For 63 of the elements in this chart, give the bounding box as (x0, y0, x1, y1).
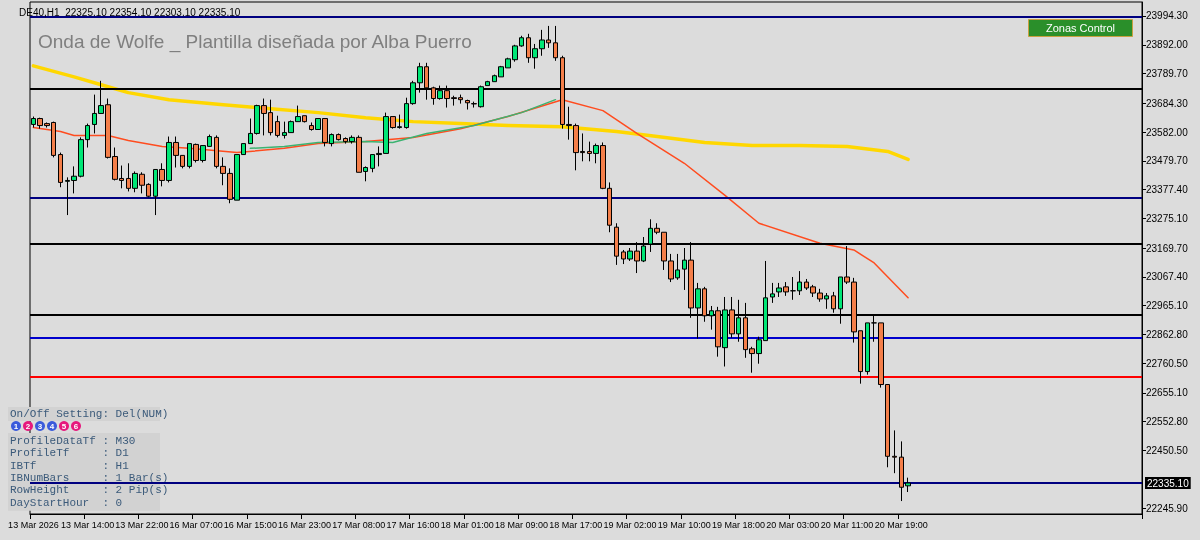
x-tick-label: 17 Mar 08:00 (332, 519, 386, 530)
candlestick (865, 322, 870, 376)
annotation: On/Off Setting: Del(NUM) (10, 408, 169, 420)
candlestick (553, 25, 558, 62)
y-tick-label: 22862.80 (1146, 328, 1189, 340)
y-tick-label: 22965.10 (1146, 300, 1189, 312)
candlestick (465, 99, 470, 111)
x-tick-label: 13 Mar 22:00 (115, 519, 169, 530)
y-tick-label: 23994.30 (1146, 10, 1189, 22)
line-series (249, 98, 557, 150)
y-tick-label: 23892.00 (1146, 39, 1189, 51)
y-tick-label: 23684.30 (1146, 97, 1189, 109)
candlestick (485, 80, 490, 87)
ref-line-label: 22335.10 (1147, 477, 1190, 489)
annotation: 2 (25, 422, 31, 431)
line-series (31, 64, 910, 162)
x-tick-label: 16 Mar 07:00 (169, 519, 223, 530)
y-tick-label: 22655.10 (1146, 387, 1189, 399)
candlestick (892, 429, 897, 474)
annotation: DayStartHour : 0 (10, 496, 123, 509)
y-tick-label: 23067.40 (1146, 271, 1189, 283)
x-tick-label: 20 Mar 03:00 (766, 519, 820, 530)
x-tick-label: 18 Mar 17:00 (549, 519, 603, 530)
annotation: 4 (49, 422, 55, 431)
x-tick-label: 16 Mar 23:00 (278, 519, 332, 530)
x-tick-label: 20 Mar 19:00 (874, 519, 928, 530)
y-tick-label: 23582.00 (1146, 126, 1189, 138)
text: Onda de Wolfe _ Plantilla diseñada por Alba Puerro (38, 31, 472, 53)
annotation: 3 (37, 422, 43, 431)
y-tick-label: 23789.70 (1146, 68, 1189, 80)
annotation: ProfileDataTf : M30 (10, 435, 136, 447)
x-tick-label: 18 Mar 01:00 (440, 519, 494, 530)
y-tick-label: 23275.10 (1146, 212, 1189, 224)
annotation: IBNumBars : 1 Bar(s) (10, 471, 169, 484)
x-tick-label: 19 Mar 18:00 (712, 519, 766, 530)
text: 1 (13, 422, 19, 431)
y-tick-label: 22450.50 (1146, 445, 1189, 457)
candlestick (275, 115, 280, 138)
candlestick (58, 152, 63, 188)
chart-title: DE40,H1 22325.10 22354.10 22303.10 22335.10 (19, 6, 241, 18)
y-tick-label: 23169.70 (1146, 242, 1189, 254)
candlestick (770, 282, 775, 304)
x-tick-label: 19 Mar 02:00 (603, 519, 657, 530)
y-tick-label: 22245.90 (1146, 502, 1189, 514)
annotation: 6 (73, 422, 79, 431)
annotation: IBTf : H1 (10, 459, 130, 472)
x-tick-label: 13 Mar 14:00 (61, 519, 115, 530)
x-tick-label: 13 Mar 2026 (8, 519, 59, 530)
x-tick-label: 18 Mar 09:00 (495, 519, 549, 530)
line-series (32, 98, 909, 299)
y-tick-label: 22760.50 (1146, 357, 1189, 369)
annotation: 5 (61, 422, 67, 431)
y-tick-label: 23479.70 (1146, 155, 1189, 167)
x-tick-label: 16 Mar 15:00 (223, 519, 277, 530)
x-tick-label: 19 Mar 10:00 (657, 519, 711, 530)
y-tick-label: 23377.40 (1146, 184, 1189, 196)
annotation: RowHeight : 2 Pip(s) (10, 484, 169, 497)
candlestick (336, 132, 341, 141)
x-tick-label: 17 Mar 16:00 (386, 519, 440, 530)
annotation: ProfileTf : D1 (10, 447, 130, 460)
y-tick-label: 22552.80 (1146, 416, 1189, 428)
x-tick-label: 20 Mar 11:00 (820, 519, 874, 530)
annotation: Zonas Control (1045, 22, 1116, 34)
